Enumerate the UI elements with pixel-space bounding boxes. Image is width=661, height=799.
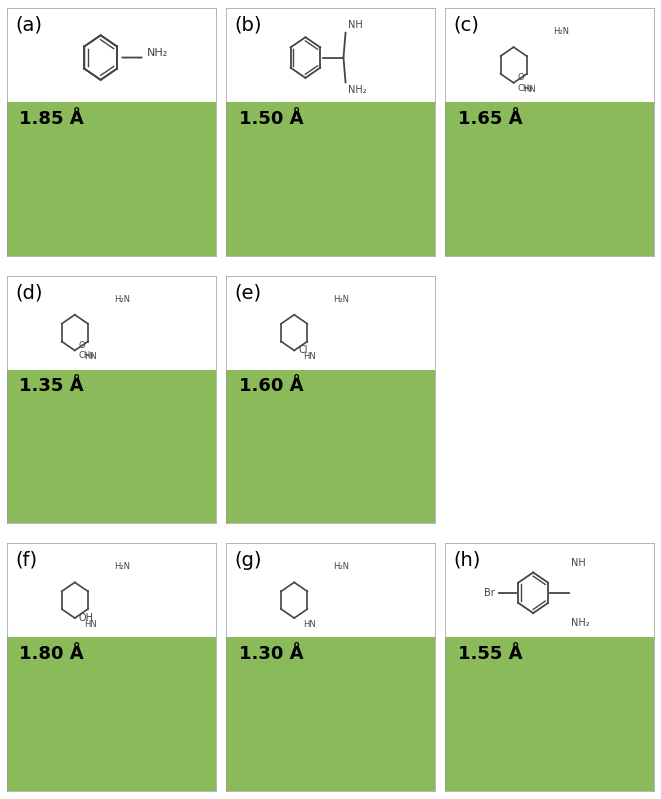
Text: H₂N: H₂N	[114, 562, 130, 571]
Text: HN: HN	[84, 352, 97, 361]
Text: 1.60 Å: 1.60 Å	[239, 377, 303, 396]
Bar	[446, 8, 654, 102]
Text: O
CH₃: O CH₃	[518, 74, 533, 93]
Bar	[7, 543, 215, 638]
Bar	[226, 370, 435, 523]
Bar	[226, 102, 435, 256]
Text: NH₂: NH₂	[147, 48, 168, 58]
Text: O
CH₃: O CH₃	[79, 340, 95, 360]
Text: 1.65 Å: 1.65 Å	[458, 109, 523, 128]
Text: 1.30 Å: 1.30 Å	[239, 645, 303, 663]
Bar	[7, 638, 215, 791]
Bar	[7, 276, 215, 370]
Bar	[226, 638, 435, 791]
Bar	[7, 8, 215, 102]
Text: Cl: Cl	[298, 345, 308, 356]
Text: 1.80 Å: 1.80 Å	[19, 645, 84, 663]
Text: H₂N: H₂N	[333, 562, 349, 571]
Text: 1.35 Å: 1.35 Å	[19, 377, 84, 396]
Text: H₂N: H₂N	[553, 27, 568, 36]
Bar	[226, 543, 435, 638]
Text: (h): (h)	[454, 551, 481, 570]
Text: 1.55 Å: 1.55 Å	[458, 645, 523, 663]
Text: (b): (b)	[235, 15, 262, 34]
Text: (g): (g)	[235, 551, 262, 570]
Text: HN: HN	[84, 620, 97, 629]
Text: NH₂: NH₂	[571, 618, 590, 627]
Text: NH: NH	[571, 558, 586, 568]
Text: (c): (c)	[454, 15, 480, 34]
Text: (d): (d)	[15, 283, 42, 302]
Text: (f): (f)	[15, 551, 37, 570]
Text: NH₂: NH₂	[348, 85, 366, 95]
Text: Br: Br	[485, 588, 495, 598]
Text: NH: NH	[348, 20, 362, 30]
Text: HN: HN	[303, 620, 316, 629]
Text: HN: HN	[303, 352, 316, 361]
Text: (a): (a)	[15, 15, 42, 34]
Text: H₂N: H₂N	[114, 295, 130, 304]
Bar	[446, 638, 654, 791]
Text: (e): (e)	[235, 283, 262, 302]
Bar	[7, 370, 215, 523]
Bar	[446, 543, 654, 638]
Text: 1.50 Å: 1.50 Å	[239, 109, 303, 128]
Text: H₂N: H₂N	[333, 295, 349, 304]
Text: 1.85 Å: 1.85 Å	[19, 109, 84, 128]
Bar	[226, 276, 435, 370]
Bar	[7, 102, 215, 256]
Text: OH: OH	[79, 613, 94, 623]
Bar	[226, 8, 435, 102]
Bar	[446, 102, 654, 256]
Text: HN: HN	[523, 85, 535, 93]
